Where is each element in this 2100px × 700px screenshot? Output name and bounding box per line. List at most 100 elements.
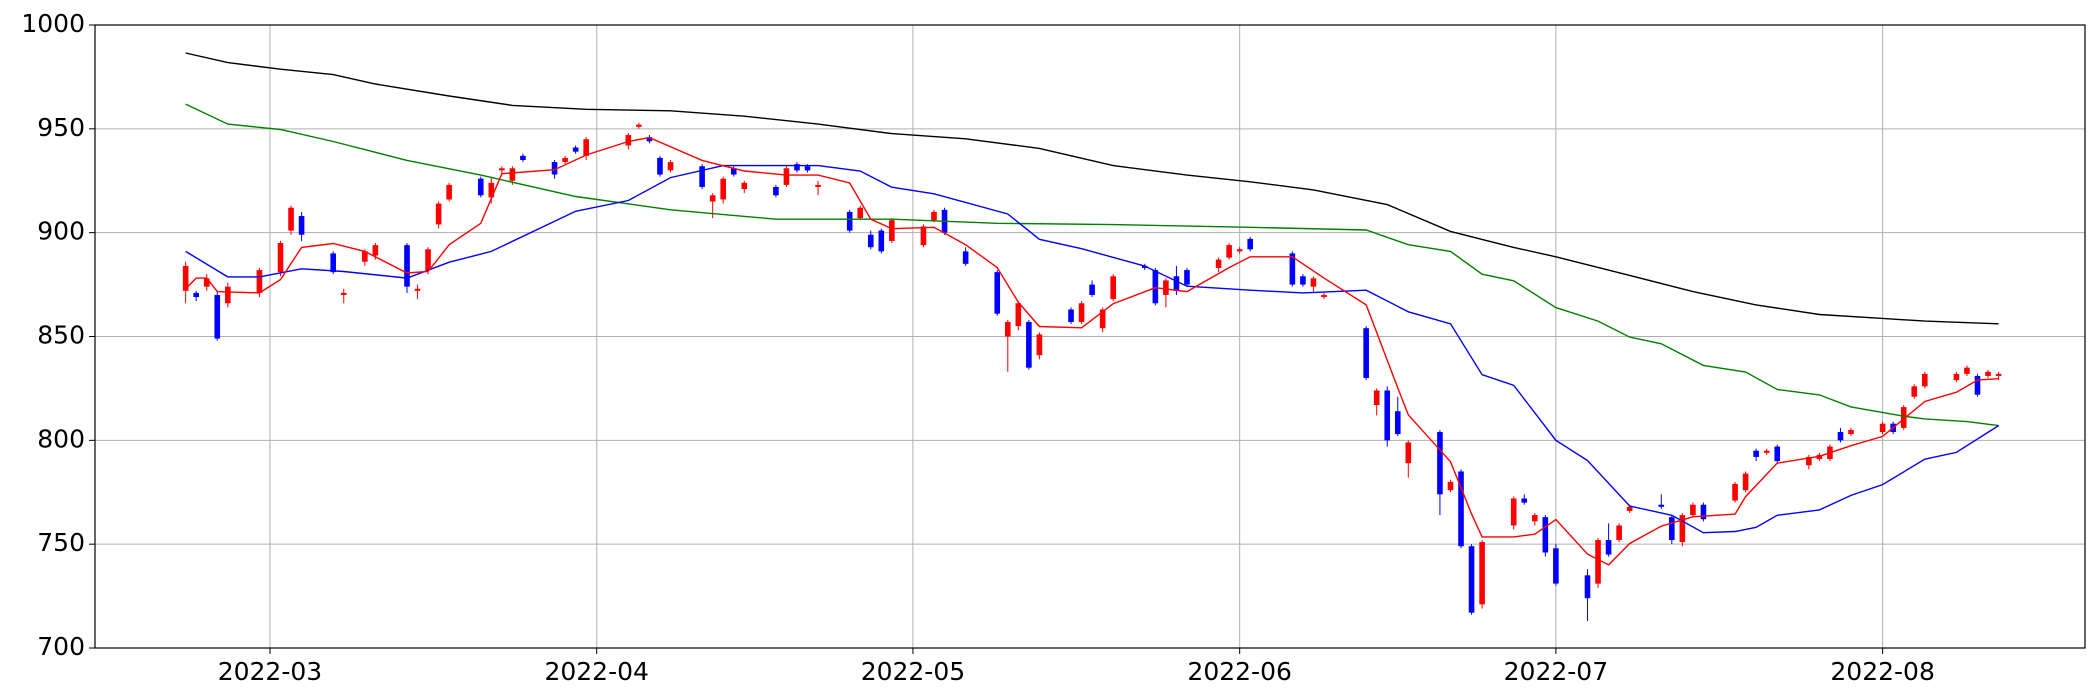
candle-body xyxy=(488,182,495,198)
candle-body xyxy=(1974,375,1981,395)
candle-body xyxy=(794,164,800,171)
candle-body xyxy=(1152,270,1159,304)
y-tick-label: 950 xyxy=(37,113,85,142)
candle-body xyxy=(1247,238,1254,250)
candle-body xyxy=(1595,540,1601,584)
candle-body xyxy=(288,207,294,231)
candle-body xyxy=(1321,294,1327,298)
candle-body xyxy=(878,230,885,252)
y-tick-label: 1000 xyxy=(21,9,85,38)
candle-body xyxy=(920,226,927,246)
candle-body xyxy=(509,168,516,181)
y-tick-label: 700 xyxy=(37,632,85,661)
candle-body xyxy=(182,265,189,291)
candle-body xyxy=(298,216,305,235)
candle-body xyxy=(1700,504,1707,520)
candle-body xyxy=(1110,276,1116,300)
candle-body xyxy=(1985,371,1991,376)
candles xyxy=(182,122,2002,622)
candle-body xyxy=(404,245,410,287)
candle-body xyxy=(225,286,231,304)
y-tick-label: 800 xyxy=(37,424,85,453)
candle-body xyxy=(867,234,874,248)
candle-body xyxy=(625,135,632,146)
x-tick-label: 2022-06 xyxy=(1187,657,1291,686)
candle-body xyxy=(1163,280,1169,295)
candle-body xyxy=(340,292,347,295)
candle-body xyxy=(1521,498,1528,503)
candle-body xyxy=(1953,373,1960,381)
candle-body xyxy=(1026,321,1032,368)
candle-body xyxy=(1373,390,1380,406)
candle-body xyxy=(646,137,653,142)
candle-body xyxy=(425,249,431,271)
moving-average-line xyxy=(185,52,1999,325)
candle-body xyxy=(1510,498,1517,526)
candle-body xyxy=(499,168,505,171)
candle-body xyxy=(1173,276,1180,291)
x-tick-label: 2022-08 xyxy=(1830,657,1934,686)
y-tick-label: 900 xyxy=(37,217,85,246)
candle-body xyxy=(1605,540,1612,555)
candle-body xyxy=(1879,423,1886,433)
candle-body xyxy=(699,166,705,187)
candle-body xyxy=(1142,265,1148,268)
candle-body xyxy=(773,186,779,196)
candle-body xyxy=(1405,442,1412,464)
candle-body xyxy=(889,220,895,241)
candle-body xyxy=(414,288,421,291)
candle-body xyxy=(1458,471,1464,547)
y-tick-label: 750 xyxy=(37,528,85,557)
candle-body xyxy=(203,278,210,287)
candle-body xyxy=(362,251,368,262)
candle-body xyxy=(1921,373,1928,387)
candle-body xyxy=(562,157,568,163)
candle-body xyxy=(1394,411,1401,435)
x-tick-label: 2022-04 xyxy=(544,657,648,686)
candle-body xyxy=(709,195,716,202)
candle-body xyxy=(636,124,642,127)
candle-body xyxy=(372,245,379,256)
candle-body xyxy=(1089,284,1095,295)
candle-body xyxy=(1468,546,1475,613)
moving-average-line xyxy=(185,164,1999,534)
candle-body xyxy=(1690,504,1696,516)
candle-body xyxy=(741,182,748,190)
candle-body xyxy=(1310,278,1317,287)
candle-body xyxy=(1036,334,1043,356)
candle-body xyxy=(572,147,579,152)
candle-body xyxy=(520,155,526,160)
candle-body xyxy=(1911,386,1918,397)
moving-average-line xyxy=(185,103,1999,427)
candle-body xyxy=(1837,432,1844,441)
candle-body xyxy=(1669,517,1675,541)
candle-body xyxy=(1289,253,1296,285)
candle-body xyxy=(277,243,284,273)
candle-body xyxy=(1848,429,1854,435)
candle-body xyxy=(551,162,558,175)
plot-frame xyxy=(94,24,2086,649)
candle-body xyxy=(583,139,589,156)
candle-body xyxy=(1774,446,1781,462)
candle-body xyxy=(1479,542,1485,605)
candle-body xyxy=(815,184,821,187)
x-tick-label: 2022-03 xyxy=(218,657,322,686)
candle-body xyxy=(1900,407,1907,428)
candle-body xyxy=(435,203,442,225)
candle-body xyxy=(1964,367,1970,374)
candle-body xyxy=(1995,373,2002,376)
candle-body xyxy=(720,178,726,200)
candle-body xyxy=(1384,390,1391,441)
candle-body xyxy=(1363,328,1369,379)
candle-body xyxy=(931,211,937,221)
candle-body xyxy=(1236,249,1243,252)
candle-body xyxy=(1447,481,1454,491)
candle-body xyxy=(1015,303,1022,327)
candle-body xyxy=(1531,515,1538,522)
candle-body xyxy=(446,184,452,200)
candle-body xyxy=(1542,517,1549,553)
candle-body xyxy=(256,270,263,293)
candle-body xyxy=(214,294,221,339)
